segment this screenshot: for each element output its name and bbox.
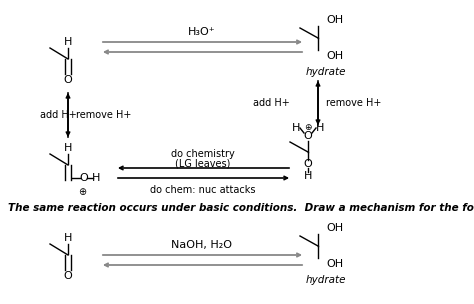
Text: H: H <box>316 123 324 133</box>
Text: O: O <box>304 131 312 141</box>
Text: do chemistry: do chemistry <box>171 149 235 159</box>
Text: H: H <box>304 171 312 181</box>
Text: H: H <box>64 143 72 153</box>
Text: remove H+: remove H+ <box>76 110 131 120</box>
Text: hydrate: hydrate <box>306 275 346 285</box>
Text: OH: OH <box>326 223 343 233</box>
Text: H₃O⁺: H₃O⁺ <box>188 27 216 37</box>
Text: H: H <box>292 123 300 133</box>
Text: remove H+: remove H+ <box>326 98 382 108</box>
Text: The same reaction occurs under basic conditions.  Draw a mechanism for the forwa: The same reaction occurs under basic con… <box>8 203 474 213</box>
Text: O: O <box>64 75 73 85</box>
Text: hydrate: hydrate <box>306 67 346 77</box>
Text: OH: OH <box>326 15 343 25</box>
Text: do chem: nuc attacks: do chem: nuc attacks <box>150 185 256 195</box>
Text: NaOH, H₂O: NaOH, H₂O <box>172 240 233 250</box>
Text: H: H <box>64 233 72 243</box>
Text: O: O <box>64 271 73 281</box>
Text: add H+: add H+ <box>253 98 290 108</box>
Text: OH: OH <box>326 51 343 61</box>
Text: (LG leaves): (LG leaves) <box>175 159 231 169</box>
Text: H: H <box>92 173 100 183</box>
Text: H: H <box>64 37 72 47</box>
Text: add H+: add H+ <box>40 110 77 120</box>
Text: O: O <box>304 159 312 169</box>
Text: ⊕: ⊕ <box>78 187 86 197</box>
Text: ⊕: ⊕ <box>304 123 312 133</box>
Text: O: O <box>80 173 88 183</box>
Text: OH: OH <box>326 259 343 269</box>
